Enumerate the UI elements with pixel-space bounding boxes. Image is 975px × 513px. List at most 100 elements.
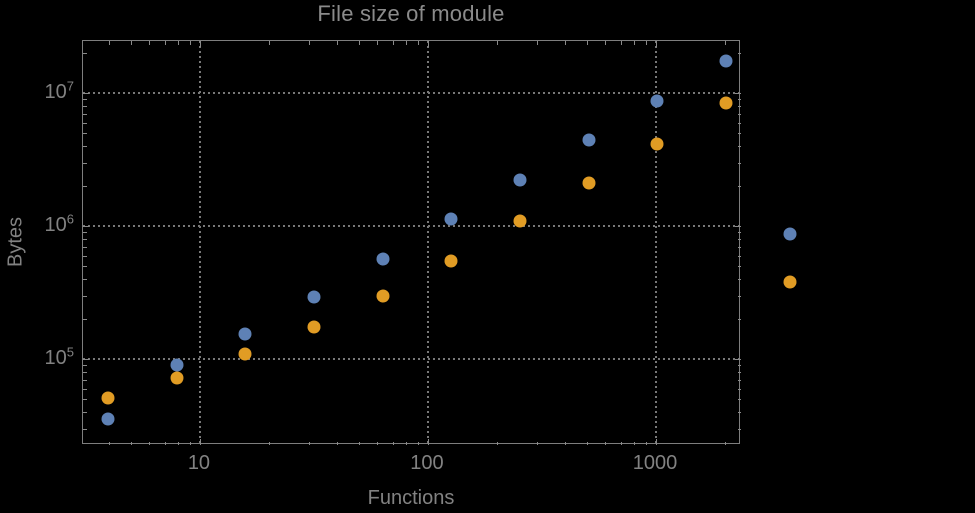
tick-mark-y xyxy=(737,266,741,268)
tick-mark-x xyxy=(496,441,498,445)
tick-mark-y xyxy=(735,226,741,228)
tick-mark-x xyxy=(633,441,635,445)
x-tick-label-10: 10 xyxy=(187,452,211,474)
y-tick-label-10e6: 106 xyxy=(44,211,74,237)
data-point-orange-8 xyxy=(170,371,184,385)
tick-mark-x xyxy=(109,441,111,445)
tick-mark-x xyxy=(337,441,339,445)
tick-mark-y xyxy=(737,113,741,115)
tick-mark-x xyxy=(189,441,191,445)
tick-mark-y xyxy=(737,278,741,280)
data-point-orange-32 xyxy=(307,320,321,334)
tick-mark-y xyxy=(737,133,741,135)
tick-mark-y xyxy=(83,93,89,94)
tick-mark-x xyxy=(377,41,379,45)
tick-mark-y xyxy=(83,105,87,107)
tick-mark-x xyxy=(109,41,111,45)
tick-mark-x xyxy=(164,41,166,45)
tick-mark-y xyxy=(737,428,741,430)
tick-mark-x xyxy=(724,441,726,445)
tick-mark-y xyxy=(83,278,87,280)
data-point-blue-256 xyxy=(513,173,527,187)
tick-mark-y xyxy=(83,133,87,135)
tick-mark-y xyxy=(737,388,741,390)
chart-title: File size of module xyxy=(317,1,505,26)
gridline-y-10e5 xyxy=(83,358,739,361)
tick-mark-y xyxy=(83,232,87,234)
tick-mark-y xyxy=(737,185,741,187)
tick-mark-y xyxy=(737,412,741,413)
tick-mark-y xyxy=(737,255,741,257)
tick-mark-y xyxy=(737,379,741,381)
tick-mark-y xyxy=(83,145,87,147)
tick-mark-y xyxy=(737,371,741,373)
tick-mark-x xyxy=(405,441,407,445)
tick-mark-y xyxy=(83,359,89,361)
tick-mark-y xyxy=(83,52,87,54)
tick-mark-x xyxy=(308,41,310,45)
tick-mark-x xyxy=(427,439,429,445)
tick-mark-y xyxy=(83,238,87,240)
tick-mark-x xyxy=(565,41,567,45)
data-point-blue-1024 xyxy=(650,94,664,108)
tick-mark-x xyxy=(645,441,647,445)
tick-mark-x xyxy=(189,41,191,45)
tick-mark-x xyxy=(268,441,270,445)
x-tick-label-1000: 1000 xyxy=(632,452,678,474)
tick-mark-x xyxy=(565,441,567,445)
tick-mark-x xyxy=(645,41,647,45)
tick-mark-x xyxy=(536,41,538,45)
tick-mark-x xyxy=(164,441,166,445)
data-point-blue-64 xyxy=(376,252,390,266)
tick-mark-y xyxy=(737,399,741,401)
tick-mark-x xyxy=(308,441,310,445)
tick-mark-x xyxy=(149,441,151,445)
x-axis-label: Functions xyxy=(367,487,455,509)
data-point-orange-16 xyxy=(238,347,252,361)
tick-mark-x xyxy=(605,441,607,445)
x-tick-label-100: 100 xyxy=(410,452,444,474)
tick-mark-x xyxy=(417,41,419,45)
tick-mark-y xyxy=(83,365,87,367)
tick-mark-y xyxy=(737,52,741,54)
tick-mark-x xyxy=(337,41,339,45)
tick-mark-y xyxy=(83,379,87,381)
tick-mark-y xyxy=(83,399,87,401)
tick-mark-y xyxy=(737,319,741,321)
tick-mark-y xyxy=(83,122,87,124)
tick-mark-y xyxy=(737,99,741,101)
tick-mark-y xyxy=(735,359,741,361)
y-tick-label-10e7: 107 xyxy=(44,78,74,103)
gridline-x-100 xyxy=(426,41,429,443)
gridline-y-10e7 xyxy=(83,92,739,94)
tick-mark-x xyxy=(392,441,394,445)
tick-mark-x xyxy=(605,41,607,45)
tick-mark-y xyxy=(737,122,741,124)
tick-mark-y xyxy=(83,266,87,268)
tick-mark-x xyxy=(199,439,201,445)
tick-mark-x xyxy=(620,441,622,445)
tick-mark-x xyxy=(392,41,394,45)
tick-mark-y xyxy=(83,388,87,390)
data-point-blue-128 xyxy=(444,212,458,226)
tick-mark-y xyxy=(83,246,87,248)
tick-mark-x xyxy=(359,41,361,45)
tick-mark-y xyxy=(735,93,741,94)
tick-mark-y xyxy=(737,145,741,147)
y-tick-label-10e5: 105 xyxy=(44,344,74,370)
tick-mark-x xyxy=(620,41,622,45)
tick-mark-x xyxy=(149,41,151,45)
tick-mark-x xyxy=(655,41,657,47)
data-point-blue-8 xyxy=(170,358,184,372)
data-point-orange-1024 xyxy=(650,137,664,151)
tick-mark-y xyxy=(737,105,741,107)
tick-mark-x xyxy=(427,41,429,47)
tick-mark-y xyxy=(737,246,741,248)
data-point-blue-512 xyxy=(582,133,596,147)
tick-mark-x xyxy=(633,41,635,45)
tick-mark-x xyxy=(587,41,589,45)
tick-mark-x xyxy=(177,441,179,445)
tick-mark-y xyxy=(83,319,87,321)
data-point-orange-128 xyxy=(444,254,458,268)
